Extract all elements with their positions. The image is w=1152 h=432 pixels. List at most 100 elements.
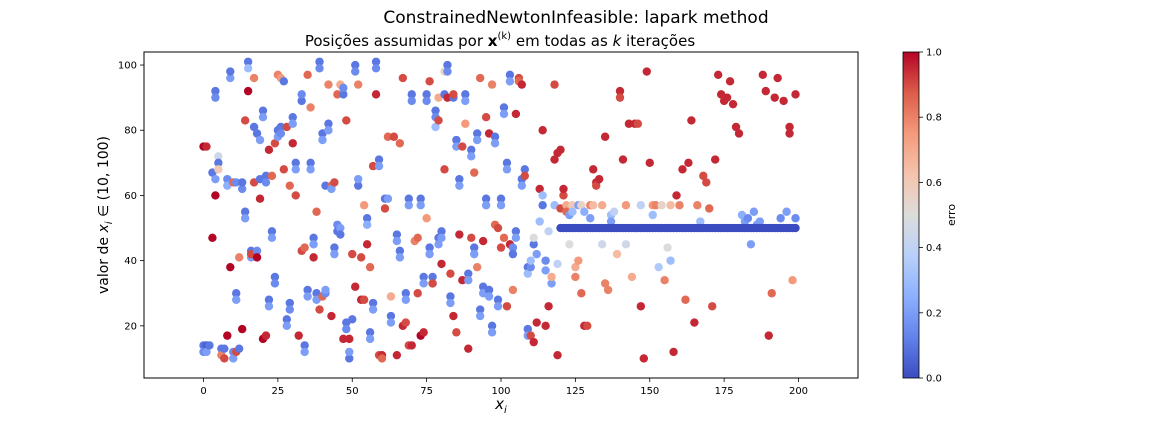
- data-point: [306, 103, 315, 112]
- data-point: [592, 181, 601, 190]
- data-point: [309, 240, 318, 249]
- data-point: [615, 93, 625, 102]
- data-point: [526, 262, 535, 272]
- y-tick-label: 80: [124, 126, 137, 137]
- data-point: [330, 249, 339, 259]
- data-point: [362, 214, 372, 223]
- data-point: [425, 243, 434, 252]
- data-point: [392, 350, 402, 360]
- data-point: [499, 103, 509, 112]
- data-point: [267, 227, 277, 236]
- data-point: [229, 354, 238, 363]
- data-point: [208, 233, 217, 243]
- x-tick-label: 150: [640, 386, 659, 397]
- data-point: [267, 233, 277, 243]
- data-point: [288, 119, 297, 128]
- data-point: [529, 240, 538, 249]
- data-point: [419, 279, 428, 288]
- data-point: [517, 181, 527, 190]
- data-point: [621, 240, 631, 249]
- data-point: [211, 191, 220, 200]
- data-point: [336, 230, 345, 239]
- data-point: [475, 305, 485, 314]
- data-point: [464, 344, 473, 353]
- data-point: [365, 262, 375, 272]
- data-point: [252, 246, 262, 256]
- data-point: [202, 142, 211, 151]
- data-point: [425, 77, 434, 86]
- data-point: [243, 57, 253, 66]
- x-axis-ticks: 0 25 50 75 100 125 150 175 200: [200, 378, 808, 397]
- data-point: [464, 276, 473, 285]
- data-point: [594, 174, 604, 184]
- data-point: [374, 155, 384, 164]
- data-point: [443, 67, 452, 76]
- data-point: [684, 158, 693, 168]
- data-point: [535, 184, 544, 194]
- data-point: [339, 334, 348, 344]
- data-point: [526, 331, 535, 340]
- data-point: [544, 227, 553, 236]
- data-point: [606, 217, 616, 226]
- y-tick-label: 20: [124, 321, 137, 332]
- ylabel-post: ∈ (10, 100): [96, 136, 112, 221]
- data-point: [553, 350, 562, 360]
- data-point: [496, 243, 506, 252]
- data-point: [291, 165, 300, 174]
- data-point: [303, 285, 312, 295]
- data-point: [392, 236, 402, 246]
- data-point: [297, 90, 306, 99]
- data-point: [511, 109, 521, 119]
- data-point: [267, 171, 277, 181]
- y-tick-label: 100: [118, 61, 137, 72]
- data-point: [589, 165, 598, 174]
- data-point: [502, 165, 512, 174]
- data-point: [785, 129, 794, 138]
- x-tick-label: 200: [789, 386, 808, 397]
- data-point: [434, 240, 443, 249]
- data-point: [395, 246, 405, 256]
- data-point: [770, 93, 779, 102]
- data-point: [235, 344, 244, 353]
- data-point: [490, 132, 500, 141]
- data-point: [368, 161, 378, 171]
- colorbar-tick-label: 0.6: [926, 178, 942, 189]
- data-point: [211, 86, 220, 96]
- data-point: [288, 139, 297, 148]
- data-point: [365, 334, 375, 344]
- data-point: [211, 174, 220, 184]
- data-point: [651, 201, 660, 210]
- data-point: [484, 285, 494, 295]
- data-point: [354, 174, 363, 184]
- data-point: [696, 217, 705, 226]
- data-point: [395, 253, 405, 262]
- data-point: [473, 135, 482, 145]
- data-point: [541, 256, 550, 265]
- data-point: [666, 201, 675, 210]
- data-point: [330, 243, 339, 252]
- data-point: [467, 233, 476, 243]
- data-point: [481, 201, 491, 210]
- data-point: [475, 311, 485, 321]
- data-point: [342, 324, 351, 334]
- data-point: [252, 253, 262, 262]
- data-point: [285, 305, 294, 314]
- data-point: [291, 191, 300, 200]
- data-point: [392, 230, 402, 239]
- data-point: [502, 158, 512, 168]
- data-point: [348, 315, 357, 324]
- data-point: [487, 80, 497, 89]
- data-point: [520, 165, 529, 174]
- data-point: [725, 77, 735, 86]
- data-point: [464, 269, 473, 278]
- data-point: [624, 119, 634, 128]
- converged-point: [791, 223, 800, 233]
- y-tick-label: 60: [124, 191, 137, 202]
- data-point: [437, 233, 446, 243]
- data-point: [577, 289, 586, 298]
- data-point: [407, 96, 416, 106]
- data-point: [470, 168, 479, 177]
- data-point: [609, 207, 619, 216]
- data-point: [639, 354, 648, 363]
- data-point: [446, 298, 455, 308]
